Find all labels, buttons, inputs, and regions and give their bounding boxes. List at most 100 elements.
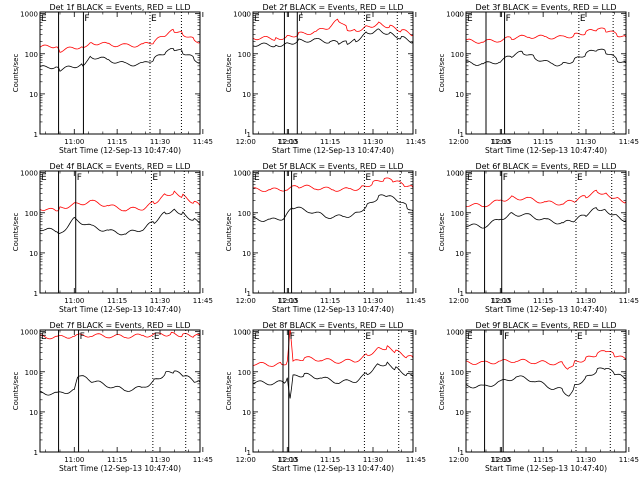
panel-title: Det 6f BLACK = Events, RED = LLD	[475, 162, 616, 171]
y-tick-label: 1	[460, 449, 464, 457]
x-tick-label: 11:30	[150, 138, 170, 146]
x-tick-label: 12:00	[449, 297, 469, 305]
x-tick-label: 12:15	[278, 456, 298, 464]
series-line-red-lld	[40, 190, 200, 212]
x-tick-label: 11:30	[576, 297, 596, 305]
panel-title: Det 1f BLACK = Events, RED = LLD	[49, 3, 190, 12]
marker-label-f: F	[80, 332, 85, 342]
y-axis-label: Counts/sec	[12, 372, 20, 411]
marker-label-e-right: E	[151, 14, 157, 24]
x-tick-label: 11:15	[320, 138, 340, 146]
series-line-black-events	[466, 367, 626, 397]
marker-label-e-right: E	[365, 332, 371, 342]
y-tick-label: 1000	[446, 329, 464, 337]
marker-label-e-right: E	[365, 14, 371, 24]
x-axis-label: Start Time (12-Sep-13 10:47:40)	[485, 464, 607, 473]
marker-label-f: F	[290, 332, 295, 342]
y-tick-label: 10	[242, 91, 251, 99]
series-line-red-lld	[40, 28, 200, 53]
x-axis-label: Start Time (12-Sep-13 10:47:40)	[272, 464, 394, 473]
x-tick-label: 11:30	[576, 456, 596, 464]
x-axis-label: Start Time (12-Sep-13 10:47:40)	[485, 146, 607, 155]
series-line-red-lld	[466, 189, 626, 208]
x-axis-label: Start Time (12-Sep-13 10:47:40)	[59, 146, 181, 155]
y-tick-label: 100	[25, 369, 38, 377]
y-tick-label: 100	[238, 51, 251, 59]
y-tick-label: 1000	[446, 11, 464, 19]
y-axis-label: Counts/sec	[438, 213, 446, 252]
series-line-black-events	[253, 361, 413, 399]
panel-frame	[252, 170, 414, 294]
y-tick-label: 10	[455, 409, 464, 417]
x-tick-label: 11:45	[406, 138, 426, 146]
marker-label-f: F	[298, 14, 303, 24]
series-line-red-lld	[40, 331, 200, 340]
marker-label-e-left: E	[254, 173, 260, 183]
x-tick-label: 11:15	[107, 456, 127, 464]
y-tick-label: 1	[247, 449, 251, 457]
x-tick-label: 11:45	[406, 297, 426, 305]
y-tick-label: 10	[455, 250, 464, 258]
y-tick-label: 100	[238, 369, 251, 377]
marker-label-e-right: E	[365, 173, 371, 183]
x-axis-label: Start Time (12-Sep-13 10:47:40)	[59, 464, 181, 473]
series-line-red-lld	[253, 177, 413, 193]
x-tick-label: 11:45	[619, 456, 639, 464]
x-tick-label: 11:30	[363, 297, 383, 305]
x-tick-label: 12:00	[236, 297, 256, 305]
y-axis-label: Counts/sec	[12, 54, 20, 93]
panel-frame	[252, 11, 414, 135]
y-tick-label: 100	[238, 210, 251, 218]
x-tick-label: 11:15	[107, 138, 127, 146]
y-tick-label: 1000	[233, 11, 251, 19]
x-tick-label: 12:15	[491, 138, 511, 146]
marker-label-f: F	[77, 173, 82, 183]
x-tick-label: 11:15	[107, 297, 127, 305]
y-axis-label: Counts/sec	[225, 213, 233, 252]
marker-label-f: F	[503, 173, 508, 183]
x-tick-label: 11:45	[406, 456, 426, 464]
panel-frame	[252, 329, 414, 453]
x-tick-label: 11:00	[64, 297, 84, 305]
marker-label-e-right: E	[580, 14, 586, 24]
y-axis-label: Counts/sec	[438, 54, 446, 93]
x-axis-label: Start Time (12-Sep-13 10:47:40)	[272, 146, 394, 155]
y-tick-label: 10	[29, 250, 38, 258]
x-tick-label: 12:15	[278, 138, 298, 146]
y-tick-label: 100	[451, 51, 464, 59]
y-tick-label: 1000	[446, 170, 464, 178]
y-tick-label: 1	[247, 290, 251, 298]
marker-label-e-left: E	[467, 332, 473, 342]
panel-frame	[39, 329, 201, 453]
y-tick-label: 1000	[20, 11, 38, 19]
x-tick-label: 11:15	[533, 138, 553, 146]
y-axis-label: Counts/sec	[438, 372, 446, 411]
y-tick-label: 100	[451, 369, 464, 377]
series-line-red-lld	[466, 27, 626, 44]
series-line-red-lld	[253, 330, 413, 367]
panel-title: Det 4f BLACK = Events, RED = LLD	[49, 162, 190, 171]
panel-frame	[39, 11, 201, 135]
x-tick-label: 12:00	[449, 456, 469, 464]
panel-title: Det 7f BLACK = Events, RED = LLD	[49, 321, 190, 330]
y-tick-label: 1000	[233, 170, 251, 178]
y-tick-label: 1	[34, 131, 38, 139]
marker-label-e-left: E	[467, 14, 473, 24]
y-axis-label: Counts/sec	[225, 372, 233, 411]
series-line-red-lld	[466, 350, 626, 370]
x-axis-label: Start Time (12-Sep-13 10:47:40)	[485, 305, 607, 314]
panel-frame	[465, 329, 627, 453]
series-line-red-lld	[253, 18, 413, 41]
x-tick-label: 12:15	[278, 297, 298, 305]
marker-label-e-left: E	[254, 332, 260, 342]
x-tick-label: 11:45	[193, 297, 213, 305]
panel-title: Det 3f BLACK = Events, RED = LLD	[475, 3, 616, 12]
x-tick-label: 11:45	[619, 297, 639, 305]
y-tick-label: 1	[34, 449, 38, 457]
y-tick-label: 1000	[20, 170, 38, 178]
